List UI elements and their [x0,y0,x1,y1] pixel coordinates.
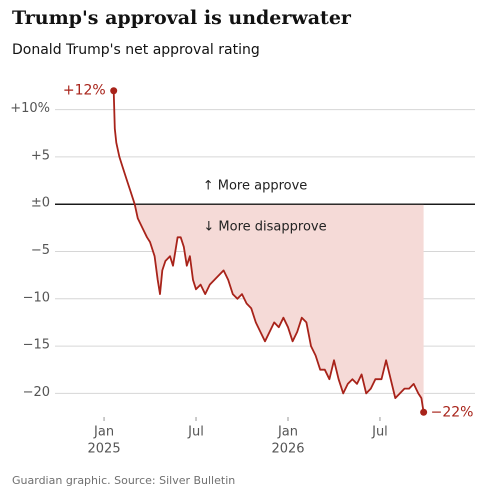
line [112,90,425,413]
y-tick-label: +5 [31,148,50,163]
x-tick-year: 2025 [88,442,121,457]
y-tick-label: −5 [31,243,50,258]
area [134,204,424,413]
annotation-below: ↓ More disapprove [203,220,326,235]
value-label: +12% [63,83,106,99]
x-tick-label: Jul [187,425,204,440]
chart-subtitle: Donald Trump's net approval rating [12,42,260,58]
end-dot [110,87,118,95]
annotation-above: ↑ More approve [203,179,308,194]
x-tick-label: Jul [371,425,388,440]
end-dot [420,408,428,416]
y-tick-label: −10 [23,290,50,305]
y-tick-label: −20 [23,385,50,400]
source: Guardian graphic. Source: Silver Bulleti… [12,474,235,487]
x-tick-label: Jan [93,425,114,440]
x-tick-label: Jan [277,425,298,440]
x-tick-year: 2026 [271,442,304,457]
value-label: −22% [431,404,474,420]
y-tick-label: ±0 [31,196,50,211]
y-tick-label: −15 [23,338,50,353]
y-tick-label: +10% [10,101,50,116]
chart-title: Trump's approval is underwater [12,7,352,29]
